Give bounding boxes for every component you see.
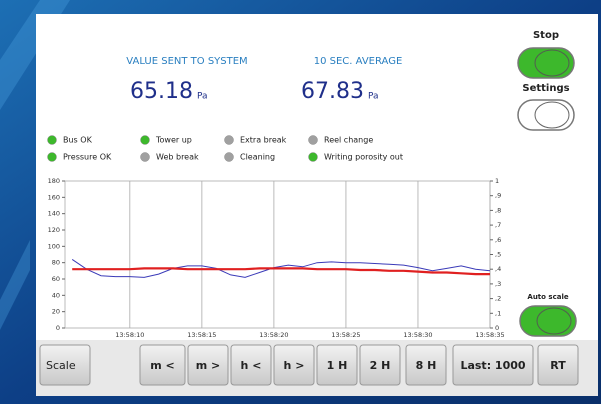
toggle-label: Settings <box>522 83 569 94</box>
status-light <box>309 153 318 162</box>
button-label[interactable]: m < <box>150 359 175 372</box>
y-tick-label: 20 <box>52 308 60 316</box>
toggle-knob <box>537 308 571 334</box>
status-light <box>225 136 234 145</box>
toggle-knob <box>535 102 569 128</box>
y2-tick-label: 0 <box>495 324 499 332</box>
toggle-label: Auto scale <box>527 293 568 301</box>
x-tick-label: 13:58:10 <box>115 331 144 339</box>
x-tick-label: 13:58:35 <box>475 331 504 339</box>
x-tick-label: 13:58:15 <box>187 331 216 339</box>
button-label[interactable]: RT <box>550 359 566 372</box>
y-tick-label: 180 <box>48 177 60 185</box>
y-tick-label: 40 <box>52 291 60 299</box>
y2-tick-label: ,2 <box>495 295 501 303</box>
readout-value: 67.83 <box>301 79 364 104</box>
status-light <box>48 153 57 162</box>
readout-label: VALUE SENT TO SYSTEM <box>126 56 247 67</box>
y2-tick-label: ,7 <box>495 221 501 229</box>
button-label[interactable]: 2 H <box>370 359 391 372</box>
y2-tick-label: ,6 <box>495 236 501 244</box>
y-tick-label: 60 <box>52 275 60 283</box>
y2-tick-label: ,8 <box>495 206 501 214</box>
button-label[interactable]: h < <box>241 359 262 372</box>
button-label[interactable]: 1 H <box>327 359 348 372</box>
status-label: Cleaning <box>240 153 275 162</box>
readout-value: 65.18 <box>130 79 193 104</box>
status-light <box>225 153 234 162</box>
y2-tick-label: ,4 <box>495 265 501 273</box>
status-label: Bus OK <box>63 136 93 145</box>
y-tick-label: 0 <box>56 324 60 332</box>
status-light <box>309 136 318 145</box>
status-light <box>48 136 57 145</box>
x-tick-label: 13:58:25 <box>331 331 360 339</box>
status-label: Tower up <box>155 136 192 145</box>
x-tick-label: 13:58:30 <box>403 331 432 339</box>
screen: VALUE SENT TO SYSTEM 65.18 Pa 10 SEC. AVERA… <box>0 0 601 404</box>
y-tick-label: 100 <box>48 242 60 250</box>
readout-unit: Pa <box>197 92 208 102</box>
button-label[interactable]: 8 H <box>416 359 437 372</box>
y-tick-label: 120 <box>48 226 60 234</box>
readout-unit: Pa <box>368 92 379 102</box>
y2-tick-label: ,3 <box>495 280 501 288</box>
readout-label: 10 SEC. AVERAGE <box>314 56 403 67</box>
button-label[interactable]: m > <box>196 359 221 372</box>
y-tick-label: 140 <box>48 210 60 218</box>
status-light <box>141 136 150 145</box>
status-label: Reel change <box>324 136 373 145</box>
status-label: Writing porosity out <box>324 153 403 162</box>
status-label: Extra break <box>240 136 287 145</box>
button-label[interactable]: Scale <box>46 359 76 372</box>
y2-tick-label: ,9 <box>495 192 501 200</box>
y2-tick-label: 1 <box>495 177 499 185</box>
x-tick-label: 13:58:20 <box>259 331 288 339</box>
status-label: Pressure OK <box>63 153 112 162</box>
toggle-label: Stop <box>533 30 559 41</box>
toggle-knob <box>535 50 569 76</box>
y-tick-label: 160 <box>48 193 60 201</box>
y2-tick-label: ,5 <box>495 251 501 259</box>
y-tick-label: 80 <box>52 259 60 267</box>
y2-tick-label: ,1 <box>495 309 501 317</box>
button-label[interactable]: Last: 1000 <box>460 359 525 372</box>
button-label[interactable]: h > <box>284 359 305 372</box>
status-light <box>141 153 150 162</box>
status-label: Web break <box>156 153 199 162</box>
